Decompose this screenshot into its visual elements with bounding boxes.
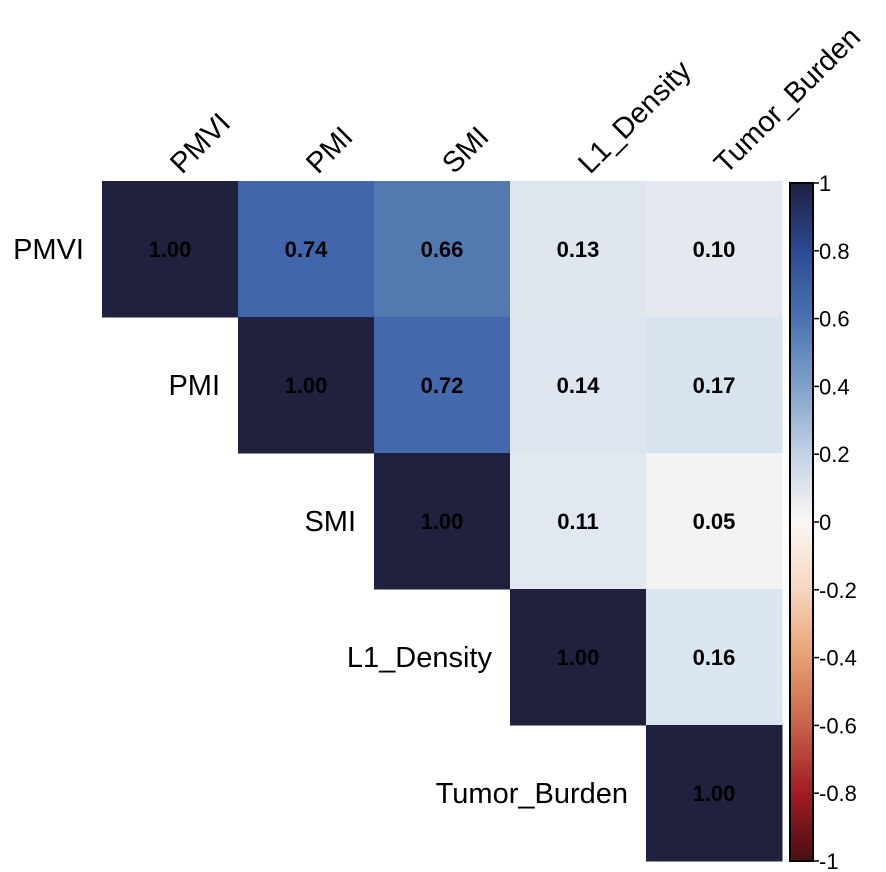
x-axis-labels: PMVI PMI SMI L1_Density Tumor_Burden xyxy=(164,21,867,180)
heatmap-cell-L1_Density-Tumor_Burden xyxy=(646,589,783,726)
colorbar-tick-label: -0.8 xyxy=(819,781,857,806)
colorbar-tick-label: 0.8 xyxy=(819,239,850,264)
cell-value-label: 0.14 xyxy=(557,373,601,398)
cell-value-label: 1.00 xyxy=(557,645,600,670)
colorbar-tick-label: -0.2 xyxy=(819,578,857,603)
colorbar-tick-label: 0.4 xyxy=(819,374,850,399)
heatmap-cell-SMI-Tumor_Burden xyxy=(646,453,783,590)
heatmap-cell-PMVI-L1_Density xyxy=(510,181,647,318)
colorbar-gradient xyxy=(789,182,814,862)
heatmap-value-labels: 1.00 0.74 0.66 0.13 0.10 1.00 0.72 0.14 0.17 1.00… xyxy=(149,237,736,806)
colorbar-tick-label: 0 xyxy=(819,510,831,535)
heatmap-cell-SMI-L1_Density xyxy=(510,453,647,590)
heatmap-cell-L1_Density-L1_Density xyxy=(510,589,647,726)
heatmap-cells xyxy=(102,181,783,862)
y-axis-labels: PMVI PMI SMI L1_Density Tumor_Burden xyxy=(13,234,628,810)
cell-value-label: 0.13 xyxy=(557,237,600,262)
colorbar-tick-label: -1 xyxy=(819,849,839,872)
y-tick-label: Tumor_Burden xyxy=(436,778,628,810)
heatmap-cell-PMI-L1_Density xyxy=(510,317,647,454)
cell-value-label: 0.74 xyxy=(285,237,329,262)
cell-value-label: 0.05 xyxy=(693,509,736,534)
cell-value-label: 1.00 xyxy=(693,781,736,806)
cell-value-label: 0.16 xyxy=(693,645,736,670)
x-tick-label: SMI xyxy=(436,121,495,180)
heatmap-cell-PMI-SMI xyxy=(374,317,511,454)
x-tick-label: Tumor_Burden xyxy=(708,21,867,180)
y-tick-label: L1_Density xyxy=(347,642,493,674)
colorbar-tick-label: 0.2 xyxy=(819,442,850,467)
x-tick-label: L1_Density xyxy=(572,54,698,180)
y-tick-label: PMVI xyxy=(13,234,84,266)
heatmap-cell-Tumor_Burden-Tumor_Burden xyxy=(646,725,783,862)
colorbar-tick-label: -0.6 xyxy=(819,713,857,738)
heatmap-cell-PMVI-Tumor_Burden xyxy=(646,181,783,318)
cell-value-label: 0.17 xyxy=(693,373,736,398)
colorbar: 1 0.8 0.6 0.4 0.2 0 -0.2 -0.4 -0.6 -0.8 -1 xyxy=(789,171,857,872)
colorbar-tick-label: -0.4 xyxy=(819,646,857,671)
y-tick-label: SMI xyxy=(304,506,356,538)
heatmap-cell-SMI-SMI xyxy=(374,453,511,590)
cell-value-label: 1.00 xyxy=(149,237,192,262)
cell-value-label: 0.72 xyxy=(421,373,464,398)
heatmap-cell-PMI-Tumor_Burden xyxy=(646,317,783,454)
x-tick-label: PMVI xyxy=(164,107,237,180)
heatmap-cell-PMI-PMI xyxy=(238,317,375,454)
cell-value-label: 1.00 xyxy=(285,373,328,398)
x-tick-label: PMI xyxy=(300,121,359,180)
cell-value-label: 0.66 xyxy=(421,237,464,262)
colorbar-ticks: 1 0.8 0.6 0.4 0.2 0 -0.2 -0.4 -0.6 -0.8 -1 xyxy=(813,171,857,872)
cell-value-label: 1.00 xyxy=(421,509,464,534)
heatmap-cell-PMVI-PMVI xyxy=(102,181,239,318)
cell-value-label: 0.10 xyxy=(693,237,736,262)
heatmap-cell-PMVI-PMI xyxy=(238,181,375,318)
colorbar-tick-label: 0.6 xyxy=(819,307,850,332)
y-tick-label: PMI xyxy=(168,370,220,402)
heatmap-cell-PMVI-SMI xyxy=(374,181,511,318)
cell-value-label: 0.11 xyxy=(557,509,599,534)
colorbar-tick-label: 1 xyxy=(819,171,831,196)
